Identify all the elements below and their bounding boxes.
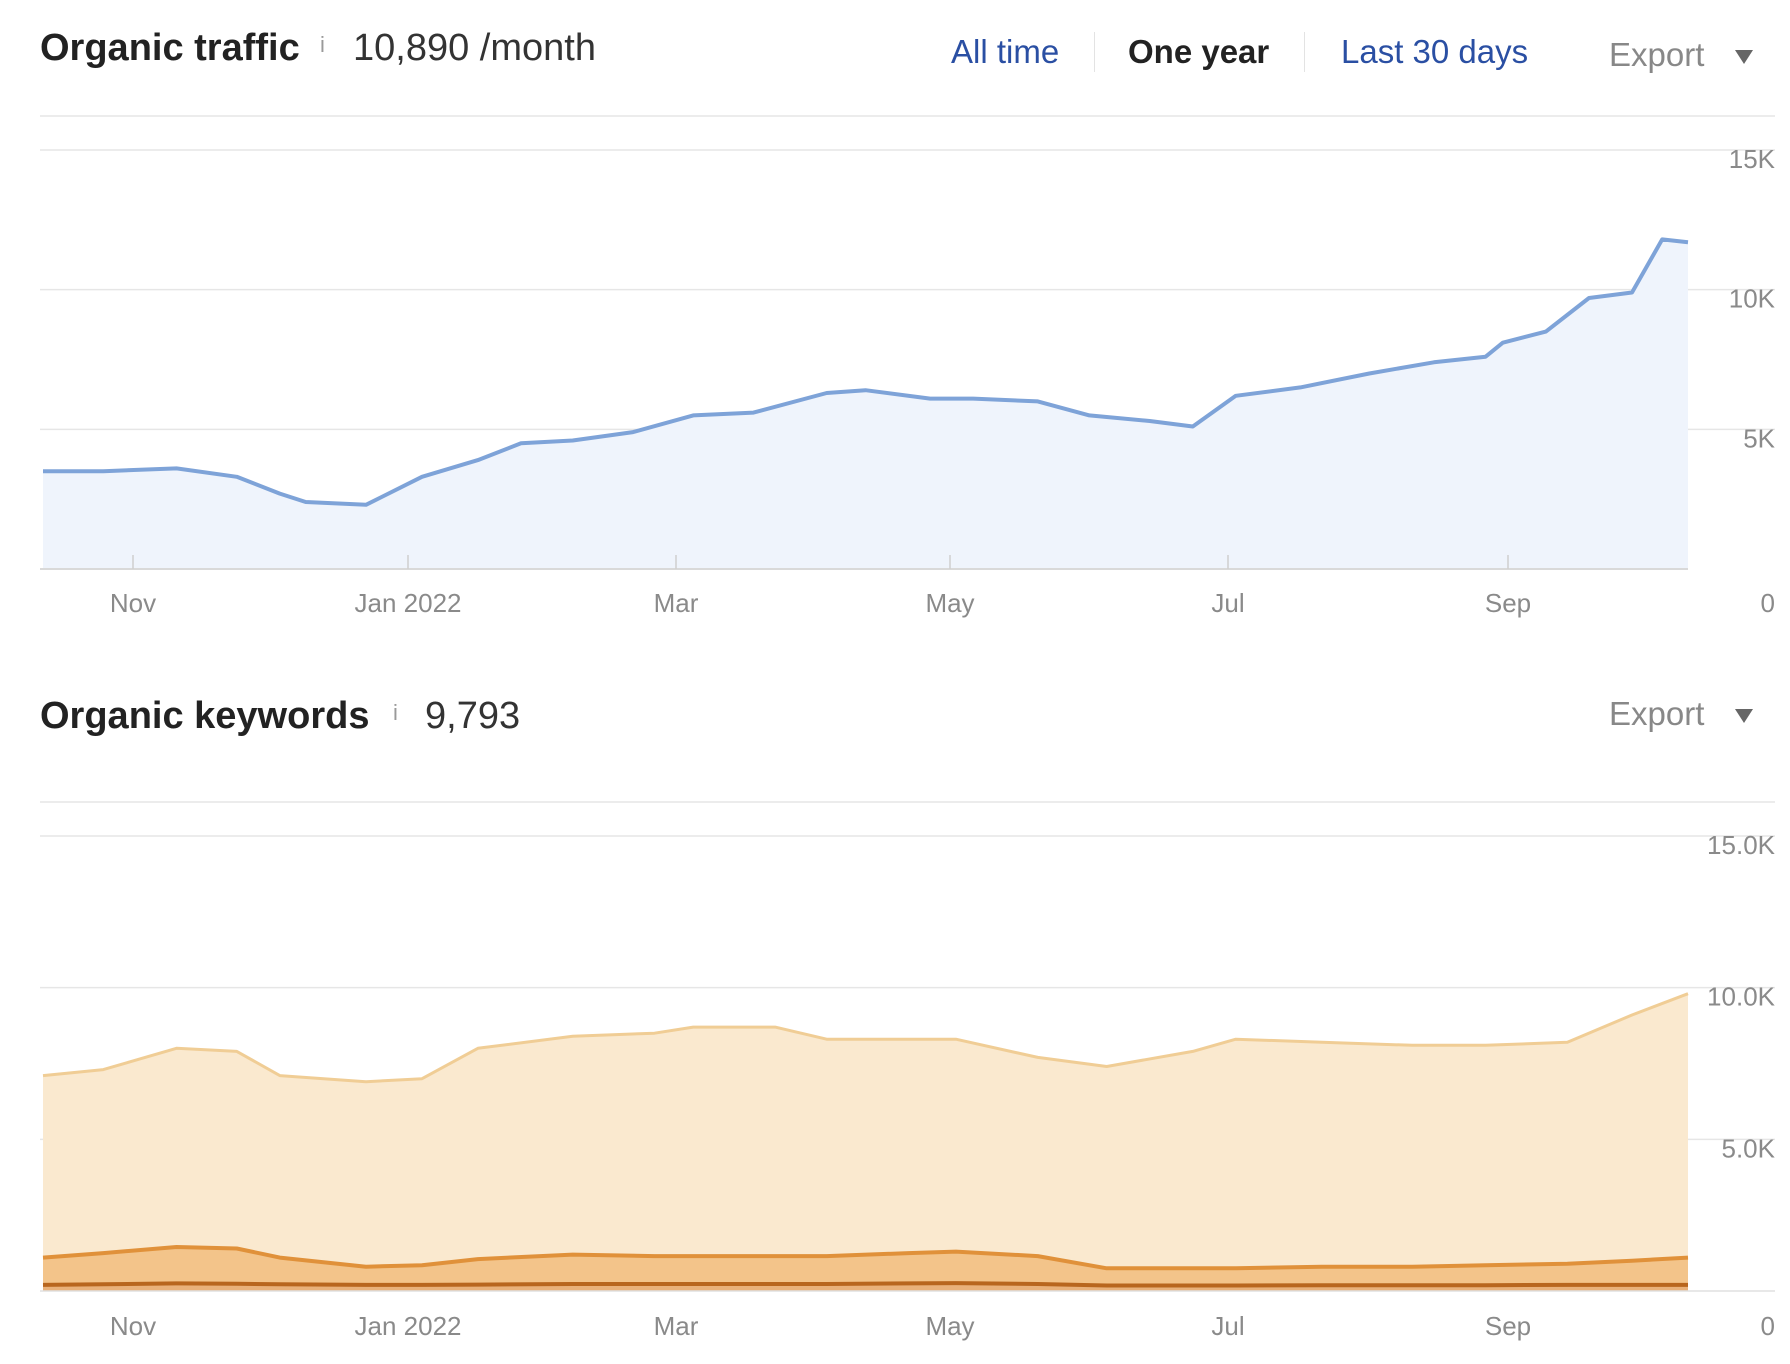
y-tick-label: 0	[1761, 1311, 1775, 1341]
traffic-area	[43, 239, 1688, 569]
range-divider	[1304, 32, 1305, 72]
y-tick-label: 10K	[1729, 284, 1776, 314]
x-tick-label: Sep	[1485, 1311, 1531, 1341]
x-tick-label: Nov	[110, 588, 156, 618]
x-tick-label: Jan 2022	[355, 588, 462, 618]
x-tick-label: Jul	[1211, 588, 1244, 618]
y-tick-label: 15K	[1729, 144, 1776, 174]
traffic-export-button[interactable]: Export	[1609, 36, 1705, 73]
x-tick-label: Jan 2022	[355, 1311, 462, 1341]
x-tick-label: Sep	[1485, 588, 1531, 618]
info-icon[interactable]: i	[393, 700, 398, 725]
organic-traffic-panel: Organic traffic i 10,890 /month All time…	[0, 0, 1790, 660]
range-one-year-button[interactable]: One year	[1128, 33, 1270, 70]
organic-keywords-title: Organic keywords	[40, 695, 370, 737]
keywords-export-button[interactable]: Export	[1609, 695, 1705, 732]
organic-traffic-title: Organic traffic	[40, 27, 300, 69]
range-divider	[1094, 32, 1095, 72]
y-tick-label: 0	[1761, 588, 1775, 618]
x-tick-label: May	[925, 588, 974, 618]
organic-traffic-chart: 0 5K 10K 15K Nov Jan 2022 Mar May Jul Sep	[40, 115, 1776, 618]
organic-keywords-chart: 0 5.0K 10.0K 15.0K Nov Jan 2022 Mar May Jul Sep	[40, 801, 1776, 1341]
y-tick-label: 15.0K	[1707, 830, 1776, 860]
y-tick-label: 5.0K	[1722, 1133, 1776, 1163]
y-tick-label: 5K	[1743, 423, 1775, 453]
y-tick-label: 10.0K	[1707, 982, 1776, 1012]
range-all-time-button[interactable]: All time	[951, 33, 1060, 70]
keywords-line-2	[42, 1281, 1688, 1288]
organic-keywords-panel: Organic keywords i 9,793 Export 0 5.0K 10.…	[0, 660, 1790, 1364]
range-last-30-days-button[interactable]: Last 30 days	[1341, 33, 1529, 70]
x-tick-label: May	[925, 1311, 974, 1341]
organic-traffic-value: 10,890 /month	[353, 27, 596, 69]
x-tick-label: Jul	[1211, 1311, 1244, 1341]
keywords-area-1	[43, 1247, 1688, 1291]
x-tick-label: Nov	[110, 1311, 156, 1341]
organic-keywords-value: 9,793	[425, 695, 521, 737]
keywords-area-0	[43, 993, 1688, 1291]
info-icon[interactable]: i	[320, 32, 325, 57]
chevron-down-icon[interactable]	[1735, 709, 1753, 723]
x-tick-label: Mar	[654, 588, 699, 618]
x-tick-label: Mar	[654, 1311, 699, 1341]
chevron-down-icon[interactable]	[1735, 50, 1753, 64]
